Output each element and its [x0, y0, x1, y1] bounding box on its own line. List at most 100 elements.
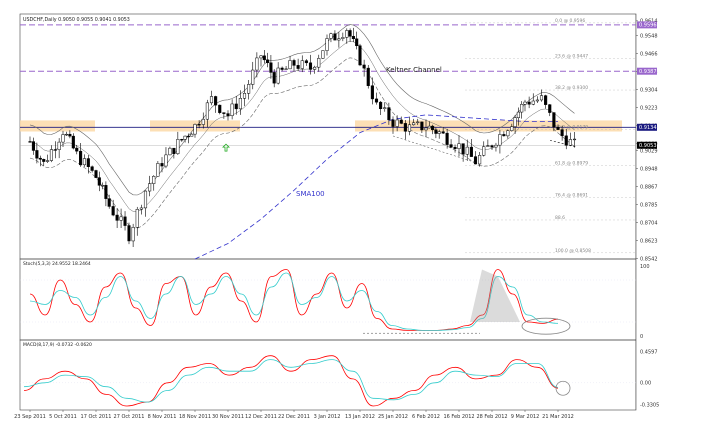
candle [57, 138, 61, 159]
date-axis: 23 Sep 2011 5 Oct 2011 17 Oct 2011 27 Oct 2… [14, 410, 574, 420]
candle [308, 54, 313, 75]
candle [431, 124, 435, 135]
candle [478, 151, 482, 167]
keltner-lower [29, 57, 575, 229]
candle [321, 50, 325, 59]
candle [387, 102, 391, 125]
supply-demand-zones [20, 120, 622, 132]
candle [82, 154, 87, 167]
candle [46, 154, 50, 163]
price-marker-label: 0.9134 [639, 125, 657, 131]
stochastic-oscillator: 100 0 [20, 264, 650, 340]
candle [506, 129, 510, 139]
date-tick-label: 22 Dec 2011 [278, 414, 310, 420]
macd-main-line [23, 355, 559, 407]
annotations [222, 135, 577, 163]
fib-level-label: 100.0 @ 0.8508 [555, 248, 591, 254]
price-tick-label: 0.9466 [640, 51, 658, 57]
stoch-header: Stoch(5,3,3) 24.9552 18.2464 [23, 261, 91, 267]
candle [143, 190, 148, 217]
candle [300, 55, 304, 73]
candle [544, 94, 548, 109]
candle [348, 28, 352, 42]
candle [201, 112, 205, 129]
candle [513, 114, 517, 134]
price-marker [637, 141, 657, 149]
keltner-label: Keltner Channel [386, 66, 442, 74]
candle [218, 104, 222, 115]
price-axis-labels: 0.96140.95480.94660.93850.93040.92230.91… [636, 19, 658, 262]
candle [226, 110, 230, 121]
candle [304, 59, 308, 66]
fib-level-label: 88.6 [555, 215, 565, 221]
candle [262, 50, 266, 64]
candle [156, 161, 160, 177]
candle [49, 145, 54, 163]
candle [148, 175, 152, 197]
candle [358, 43, 362, 67]
price-zone [355, 120, 622, 132]
candle [516, 107, 520, 126]
price-axis [636, 14, 666, 410]
date-tick-label: 18 Nov 2011 [179, 414, 211, 420]
candle [412, 118, 416, 126]
date-tick-label: 25 Jan 2012 [378, 414, 408, 420]
stoch-main-line [29, 269, 559, 331]
stoch-signal-line [29, 272, 559, 331]
candle [520, 101, 524, 119]
candle [453, 144, 457, 153]
candle [486, 139, 490, 147]
price-tick-label: 0.8785 [640, 202, 658, 208]
candle [535, 96, 539, 103]
candle [403, 120, 407, 140]
candle [465, 139, 469, 161]
candle [176, 131, 180, 155]
candle [180, 138, 184, 142]
candle [269, 54, 273, 79]
date-tick-label: 13 Jan 2012 [345, 414, 375, 420]
candle [230, 99, 234, 120]
candle [222, 112, 226, 119]
candle [68, 130, 72, 139]
candle [123, 211, 127, 231]
candle [296, 58, 300, 72]
date-tick-label: 28 Feb 2012 [476, 414, 507, 420]
candle [259, 55, 263, 67]
stoch-tick-label: 0 [640, 334, 643, 340]
horizontal-levels [20, 24, 636, 146]
candle [71, 133, 75, 150]
trendline [549, 140, 577, 148]
candle [548, 104, 552, 117]
candle [64, 131, 68, 137]
candle [94, 169, 98, 179]
candle [234, 95, 238, 115]
trendline [392, 135, 476, 163]
candle [97, 171, 101, 192]
candle [168, 146, 172, 156]
candle [568, 132, 572, 147]
date-tick-label: 30 Nov 2011 [212, 414, 244, 420]
date-tick-label: 21 Mar 2012 [542, 414, 574, 420]
date-tick-label: 9 Mar 2012 [511, 414, 540, 420]
sma100-path [194, 114, 558, 260]
candle [560, 125, 564, 141]
candle [333, 30, 337, 41]
candle [164, 147, 168, 169]
date-tick-label: 6 Feb 2012 [412, 414, 440, 420]
date-tick-label: 17 Oct 2011 [81, 414, 112, 420]
candle [313, 65, 317, 74]
price-tick-label: 0.8704 [640, 220, 658, 226]
stoch-pane [19, 258, 637, 341]
stoch-shaded-region [470, 269, 520, 322]
candle [255, 52, 259, 78]
date-tick-label: 27 Oct 2011 [114, 414, 145, 420]
price-marker [637, 123, 657, 131]
candle [266, 52, 270, 68]
candle [276, 62, 280, 85]
candle [407, 116, 412, 136]
candle [131, 223, 135, 248]
candle [379, 100, 383, 116]
candle [251, 61, 255, 90]
candle [391, 116, 395, 134]
